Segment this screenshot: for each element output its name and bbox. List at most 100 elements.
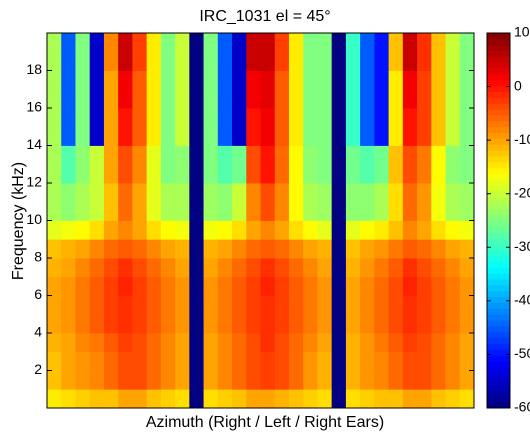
heat-cell	[103, 389, 119, 409]
heat-cell	[260, 314, 276, 334]
heat-cell	[175, 164, 190, 184]
y-axis-label: Frequency (kHz)	[10, 162, 27, 280]
heat-cell	[132, 145, 148, 165]
heat-cell	[374, 145, 389, 165]
colorbar-swatch	[487, 68, 510, 75]
heat-cell	[288, 314, 304, 334]
colorbar-tick-label: -60	[514, 399, 530, 415]
heat-cell	[303, 333, 318, 353]
heat-cell	[374, 239, 389, 259]
heat-cell	[232, 164, 247, 184]
heat-cell	[189, 145, 204, 165]
heat-cell	[146, 389, 162, 409]
heat-cell	[360, 70, 375, 90]
heat-cell	[459, 276, 475, 296]
heat-cell	[175, 89, 190, 109]
heat-cell	[146, 276, 162, 296]
heat-cell	[75, 314, 91, 334]
heat-cell	[360, 276, 375, 296]
heat-cell	[402, 295, 418, 315]
heat-cell	[345, 145, 361, 165]
heat-cell	[75, 145, 91, 165]
colorbar-swatch	[487, 232, 510, 239]
heat-cell	[47, 33, 62, 53]
heat-cell	[246, 89, 261, 109]
heat-cell	[288, 351, 304, 371]
heat-cell	[345, 70, 361, 90]
heat-cell	[75, 333, 91, 353]
heat-cell	[160, 126, 176, 146]
heat-cell	[417, 333, 432, 353]
heat-cell	[402, 220, 418, 240]
colorbar-swatch	[487, 372, 510, 380]
heat-cell	[417, 314, 432, 334]
heat-cell	[402, 258, 418, 278]
heat-cell	[317, 314, 333, 334]
heat-cell	[402, 370, 418, 390]
heat-cell	[260, 351, 276, 371]
heat-cell	[175, 70, 190, 90]
heat-cell	[189, 351, 204, 371]
heat-cell	[75, 276, 91, 296]
heat-cell	[61, 220, 76, 240]
heat-cell	[388, 145, 404, 165]
heat-cell	[47, 258, 62, 278]
heat-cell	[232, 70, 247, 90]
heat-cell	[431, 164, 446, 184]
heat-cell	[61, 33, 76, 53]
y-tick-label: 2	[34, 361, 42, 377]
heat-cell	[146, 258, 162, 278]
heat-cell	[260, 183, 276, 203]
heat-cell	[331, 333, 347, 353]
heat-cell	[217, 276, 233, 296]
heat-cell	[260, 295, 276, 315]
heat-cell	[75, 220, 91, 240]
heat-cell	[103, 258, 119, 278]
heat-cell	[402, 314, 418, 334]
heat-cell	[459, 314, 475, 334]
heat-cell	[274, 333, 290, 353]
heat-cell	[260, 70, 276, 90]
heat-cell	[217, 201, 233, 221]
heat-cell	[189, 201, 204, 221]
heat-cell	[203, 333, 219, 353]
heat-cell	[317, 220, 333, 240]
heat-cell	[103, 108, 119, 128]
heat-cell	[303, 126, 318, 146]
heat-cell	[317, 258, 333, 278]
heat-cell	[61, 126, 76, 146]
heat-cell	[459, 126, 475, 146]
colorbar-swatch	[487, 156, 510, 163]
heat-cell	[160, 314, 176, 334]
heat-cell	[445, 145, 461, 165]
colorbar-swatch	[487, 220, 510, 227]
heat-cell	[417, 220, 432, 240]
heat-cell	[288, 220, 304, 240]
heat-cell	[402, 145, 418, 165]
heat-cell	[47, 370, 62, 390]
chart-title: IRC_1031 el = 45°	[199, 8, 330, 25]
heat-cell	[331, 145, 347, 165]
heat-cell	[260, 220, 276, 240]
heat-cell	[75, 126, 91, 146]
heat-cell	[175, 351, 190, 371]
heat-cell	[203, 70, 219, 90]
colorbar-swatch	[487, 279, 510, 286]
heat-cell	[360, 145, 375, 165]
heat-cell	[118, 276, 133, 296]
y-tick-label: 18	[26, 61, 42, 77]
heat-cell	[260, 126, 276, 146]
heat-cell	[118, 314, 133, 334]
heat-cell	[146, 183, 162, 203]
colorbar-swatch	[487, 79, 510, 87]
colorbar-tick-label: 10	[514, 24, 530, 40]
heat-cell	[288, 183, 304, 203]
x-axis-label: Azimuth (Right / Left / Right Ears)	[146, 414, 384, 431]
heat-cell	[118, 51, 133, 71]
heat-cell	[402, 33, 418, 53]
heat-cell	[288, 389, 304, 409]
heat-cell	[246, 333, 261, 353]
heat-cell	[388, 258, 404, 278]
heat-cell	[445, 70, 461, 90]
heat-cell	[175, 33, 190, 53]
